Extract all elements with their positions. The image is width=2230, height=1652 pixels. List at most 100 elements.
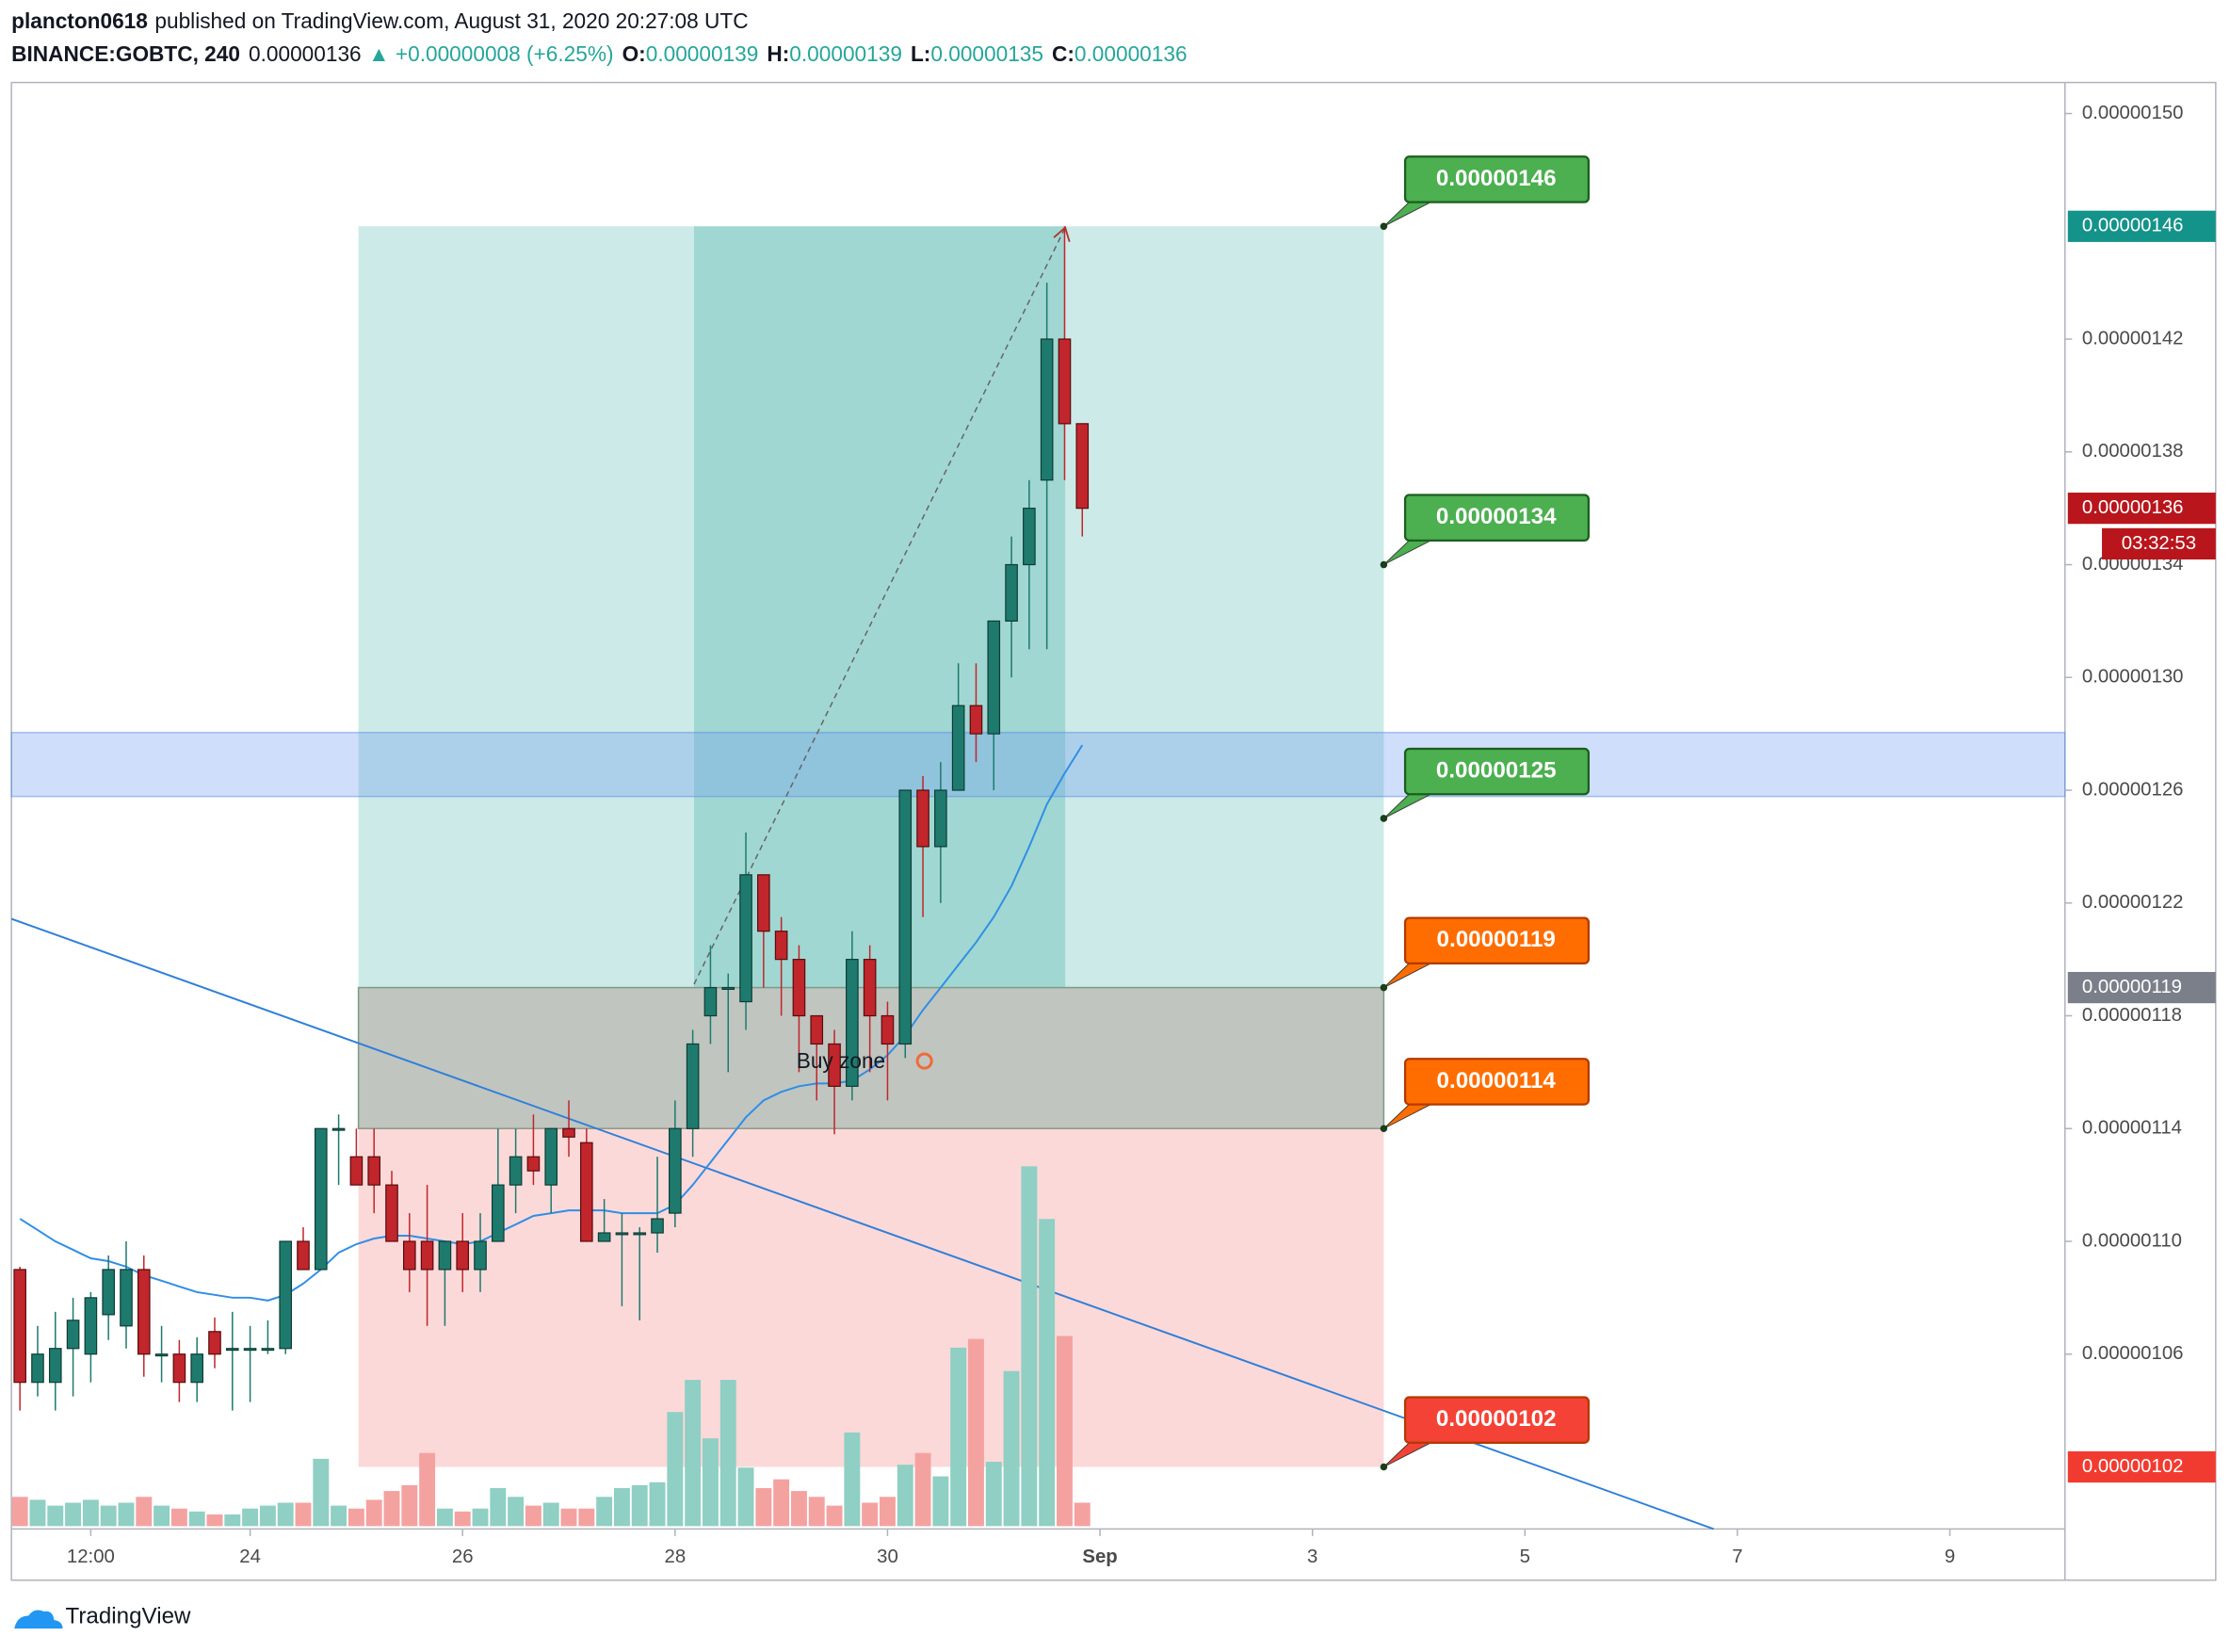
candle-body [172,1353,186,1384]
volume-bar [277,1502,294,1527]
volume-bar [1003,1370,1020,1527]
candle-body [951,705,965,791]
volume-bar [508,1497,525,1527]
candle-body [190,1353,203,1384]
candle-body [13,1269,26,1384]
candle-body [420,1240,434,1271]
candle-body [580,1142,593,1242]
volume-bar [436,1508,453,1527]
callout-box [1403,747,1591,796]
candle-body [279,1240,293,1350]
volume-bar [170,1508,187,1527]
header-line-1: plancton0618 published on TradingView.com… [11,8,748,33]
callout-label: 0.00000125 [1436,757,1557,783]
change: ▲ +0.00000008 (+6.25%) [368,41,613,66]
volume-bar [242,1508,259,1527]
volume-bar [206,1514,223,1527]
candle-body [208,1331,221,1355]
target-zone [358,226,1384,988]
candle-body [509,1156,523,1186]
x-tick-label: 7 [1732,1547,1742,1567]
candle-body [757,874,770,932]
candle-body [102,1269,115,1316]
candle-body [828,1043,841,1087]
x-tick-label: Sep [1082,1547,1117,1567]
volume-bar [808,1497,825,1527]
candle-body [48,1348,62,1384]
ohlc-label: O: [622,41,646,66]
candle-body [1023,508,1036,566]
volume-bar [472,1508,489,1527]
candle-body [792,959,806,1017]
candle-body [385,1184,398,1242]
volume-bar [401,1484,418,1527]
volume-bar [136,1497,153,1527]
volume-bar [560,1508,577,1527]
ohlc-label: C: [1052,41,1075,66]
volume-bar [879,1497,896,1527]
y-tick-label: 0.00000106 [2082,1343,2184,1364]
logo-icon [14,1610,63,1629]
header-line-2: BINANCE:GOBTC, 240 0.00000136 ▲ +0.0000000… [11,41,1187,66]
callout-dot [1380,222,1388,231]
y-tick-label: 0.00000118 [2082,1005,2182,1026]
ohlc-value: 0.00000139 [789,41,902,66]
candle-body [31,1353,44,1384]
volume-bar [914,1452,931,1527]
volume-bar [596,1497,613,1527]
volume-bar [313,1458,330,1527]
callout-dot [1380,560,1388,569]
x-tick-label: 30 [877,1547,898,1567]
frame [10,81,2217,1581]
volume-bar [897,1465,913,1527]
candle-body [562,1127,575,1138]
candle-body [1040,338,1054,481]
candle-body [314,1127,328,1271]
candle-body [456,1240,470,1271]
volume-bar [844,1432,861,1527]
y-tick-label: 0.00000142 [2082,328,2184,348]
candle-body [243,1348,257,1352]
volume-bar [295,1502,312,1527]
volume-bar [1057,1336,1073,1527]
candle-body [669,1127,682,1214]
candle-body [84,1297,98,1355]
volume-bar [985,1462,1002,1527]
price-label: 0.00000136 [2082,497,2184,518]
volume-bar [1039,1219,1056,1527]
candle-body [438,1240,452,1271]
y-tick-label: 0.00000150 [2082,103,2184,123]
volume-bar [47,1505,64,1527]
candle-body [703,986,718,1017]
callout-box [1403,1058,1591,1106]
logo: TradingView [14,1603,191,1628]
volume-bar [790,1491,807,1527]
volume-bar [82,1499,99,1527]
candle-body [225,1348,239,1352]
volume-bar [631,1484,648,1527]
price-label: 0.00000146 [2082,216,2184,236]
candle-body [863,959,877,1017]
candle-body [810,1014,824,1045]
ohlc-label: H: [767,41,789,66]
candle-body [154,1353,169,1357]
y-tick-label: 0.00000138 [2082,441,2184,462]
price-label: 0.00000102 [2082,1456,2184,1477]
candle-body [1058,338,1072,425]
x-tick-label: 3 [1307,1547,1317,1567]
volume-bar [826,1505,843,1527]
volume-bar [542,1502,559,1527]
callout-dot [1380,815,1388,822]
volume-bar [755,1487,772,1527]
y-tick-label: 0.00000122 [2082,892,2184,913]
candle-body [651,1218,664,1234]
candle-body [492,1184,505,1242]
y-tick-label: 0.00000130 [2082,667,2184,688]
callout-dot [1380,1463,1388,1471]
volume-bar [967,1338,984,1527]
candle-body [969,705,983,735]
candle-body [846,959,859,1087]
candle-body [526,1156,541,1172]
volume-bar [1074,1502,1091,1527]
volume-bar [932,1476,949,1527]
